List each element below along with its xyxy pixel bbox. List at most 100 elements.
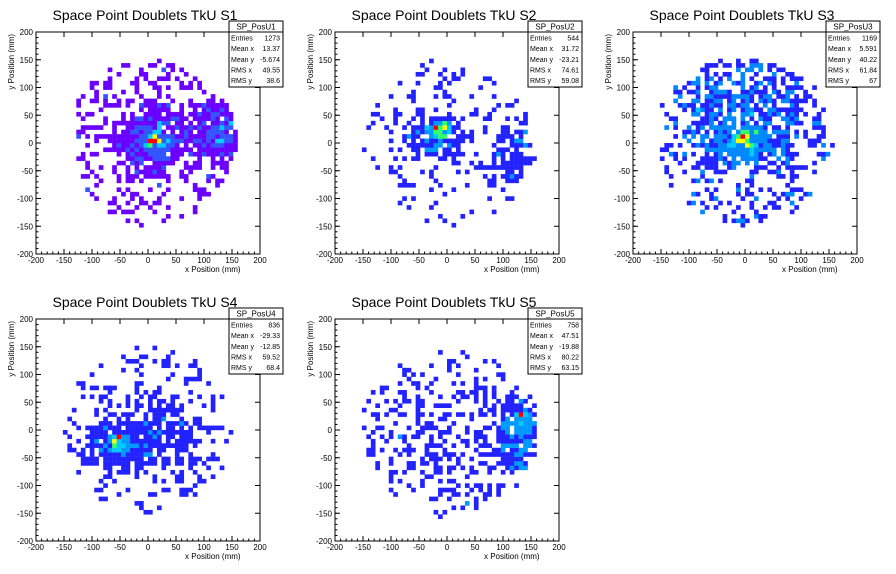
- histogram-bin: [767, 200, 773, 206]
- histogram-bin: [179, 492, 185, 497]
- histogram-bin: [210, 134, 216, 139]
- histogram-bin: [677, 160, 683, 166]
- histogram-bin: [821, 143, 826, 148]
- histogram-bin: [148, 134, 153, 139]
- axes: -200 -150 -100 -50 0 50 100 150 200-200-150-100-…: [614, 28, 864, 265]
- histogram-bin: [388, 165, 394, 170]
- histogram-bin: [771, 71, 777, 77]
- histogram-bin: [722, 160, 728, 166]
- histogram-bin: [758, 107, 764, 113]
- histogram-bin: [393, 421, 398, 426]
- histogram-bin: [509, 160, 515, 166]
- histogram-bin: [370, 111, 376, 117]
- histogram-bin: [753, 103, 759, 108]
- histogram-bin: [112, 447, 117, 453]
- histogram-bin: [197, 372, 202, 377]
- histogram-bin: [420, 111, 425, 117]
- histogram-bin: [776, 156, 782, 161]
- histogram-bin: [156, 111, 162, 117]
- histogram-bin: [192, 209, 198, 215]
- histogram-bin: [709, 143, 714, 148]
- histogram-bin: [85, 160, 90, 166]
- histogram-bin: [527, 412, 533, 417]
- histogram-bin: [125, 430, 131, 435]
- histogram-bin: [673, 85, 678, 90]
- histogram-bin: [518, 447, 524, 453]
- y-tick-label: -50: [320, 167, 332, 176]
- histogram-bin: [429, 125, 434, 130]
- histogram-bin: [753, 165, 759, 170]
- histogram-bin: [496, 487, 501, 493]
- histogram-bin: [709, 76, 714, 82]
- histogram-bin: [206, 103, 211, 108]
- histogram-bin: [375, 412, 380, 417]
- histogram-bin: [152, 430, 158, 435]
- histogram-bin: [753, 209, 759, 215]
- histogram-bin: [500, 151, 506, 157]
- histogram-bin: [98, 447, 104, 453]
- histogram-bin: [415, 80, 421, 86]
- histogram-bin: [718, 58, 723, 64]
- histogram-bin: [487, 443, 492, 448]
- histogram-bin: [451, 487, 457, 493]
- x-tick-label: -200: [28, 256, 45, 265]
- histogram-bin: [179, 487, 185, 493]
- histogram-bin: [388, 138, 394, 144]
- histogram-bin: [98, 394, 104, 400]
- histogram-bin: [134, 116, 140, 121]
- histogram-bin: [148, 143, 153, 148]
- histogram-bin: [179, 147, 185, 153]
- histogram-bin: [740, 116, 746, 121]
- x-tick-label: 100: [197, 256, 211, 265]
- histogram-bin: [455, 160, 461, 166]
- histogram-bin: [130, 209, 135, 215]
- histogram-bin: [749, 134, 755, 139]
- histogram-bin: [103, 452, 108, 457]
- histogram-bin: [152, 169, 158, 175]
- histogram-bin: [116, 447, 122, 453]
- histogram-bin: [233, 129, 238, 135]
- histogram-bin: [758, 94, 764, 99]
- histogram-bin: [420, 143, 425, 148]
- y-tick-label: -100: [316, 482, 333, 491]
- x-axis-label: x Position (mm): [484, 265, 540, 274]
- histogram-bin: [455, 492, 461, 497]
- histogram-bin: [758, 165, 764, 170]
- histogram-bin: [429, 134, 434, 139]
- histogram-bin: [745, 191, 750, 197]
- histogram-bin: [188, 103, 193, 108]
- histogram-bin: [156, 421, 162, 426]
- histogram-bin: [116, 120, 122, 126]
- y-tick-label: 0: [626, 139, 631, 148]
- histogram-bin: [727, 116, 732, 121]
- histogram-bin: [722, 214, 728, 219]
- histogram-bin: [89, 385, 95, 391]
- histogram-bin: [406, 447, 412, 453]
- histogram-bin: [402, 469, 407, 475]
- histogram-bin: [139, 447, 144, 453]
- x-tick-label: 50: [172, 543, 181, 552]
- histogram-bin: [134, 501, 140, 506]
- histogram-bin: [482, 376, 488, 382]
- histogram-bin: [718, 98, 723, 104]
- histogram-bin: [411, 94, 416, 99]
- histogram-bin: [749, 67, 755, 73]
- histogram-bin: [152, 421, 158, 426]
- x-tick-label: -50: [413, 256, 425, 265]
- stats-box-name: SP_PosU4: [236, 310, 276, 319]
- y-tick-label: 50: [24, 398, 33, 407]
- histogram-bin: [496, 452, 501, 457]
- histogram-bin: [179, 138, 185, 144]
- histogram-bin: [771, 98, 777, 104]
- histogram-bin: [487, 165, 492, 170]
- histogram-bin: [424, 67, 430, 73]
- histogram-bin: [197, 478, 202, 484]
- histogram-bin: [505, 398, 510, 404]
- histogram-bin: [393, 169, 398, 175]
- histogram-bin: [89, 372, 95, 377]
- histogram-bin: [709, 156, 714, 161]
- histogram-bin: [89, 430, 95, 435]
- histogram-bin: [152, 358, 158, 364]
- histogram-bin: [518, 174, 524, 179]
- histogram-bin: [691, 151, 696, 157]
